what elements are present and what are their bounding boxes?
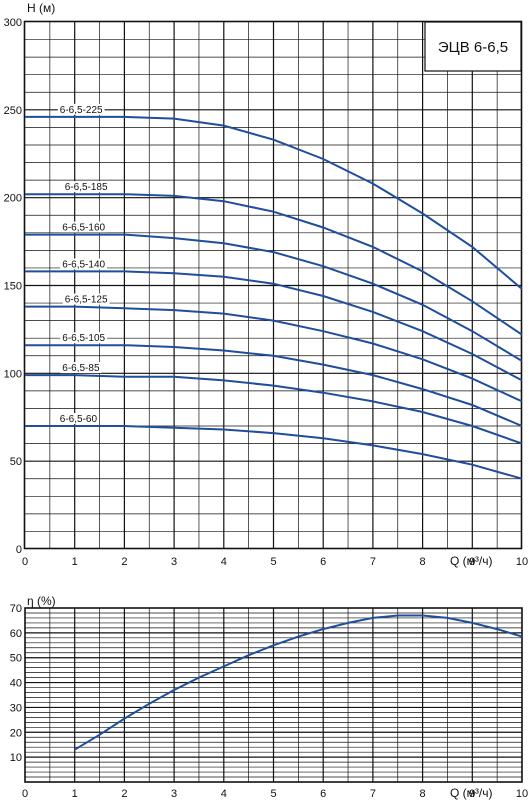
- x-tick-label: 4: [221, 788, 227, 800]
- y-tick-label: 250: [4, 105, 22, 117]
- x-tick-label: 7: [370, 788, 376, 800]
- head-chart-y-label: Н (м): [27, 1, 55, 15]
- x-tick-label: 5: [270, 556, 276, 568]
- y-tick-label: 0: [16, 544, 22, 556]
- chart-title-box: [424, 21, 522, 72]
- curve-6-6,5-105: [25, 344, 523, 427]
- y-tick-label: 100: [4, 368, 22, 380]
- curve-label: 6-6,5-225: [60, 105, 103, 116]
- curve-6-6,5-85: [25, 374, 523, 445]
- x-tick-label: 2: [121, 788, 127, 800]
- efficiency-chart-y-label: η (%): [27, 594, 56, 608]
- y-tick-label: 60: [10, 628, 22, 640]
- head-chart-curves: 6-6,5-225 6-6,5-185 6-6,5-160 6-6,5-140 6-6,…: [25, 103, 523, 480]
- curve-label: 6-6,5-60: [60, 414, 98, 425]
- y-tick-label: 30: [10, 702, 22, 714]
- y-tick-label: 50: [10, 653, 22, 665]
- x-tick-label: 2: [121, 556, 127, 568]
- chart-title: ЭЦВ 6-6,5: [438, 39, 508, 56]
- curve-label: 6-6,5-160: [62, 223, 105, 234]
- curve-label: 6-6,5-105: [62, 333, 105, 344]
- curve-label-bg: [62, 181, 110, 193]
- y-tick-label: 70: [10, 603, 22, 615]
- x-tick-label: 7: [370, 556, 376, 568]
- efficiency-chart: 0 1 2 3 4 5 6 7 8 9 10 10 20 30 40 50 60 70 η (%) Q (м³/…: [10, 594, 528, 800]
- curve-label: 6-6,5-125: [65, 295, 108, 306]
- curve-label: 6-6,5-185: [65, 182, 108, 193]
- curve-label: 6-6,5-85: [62, 363, 100, 374]
- head-chart-x-label: Q (м³/ч): [450, 554, 493, 568]
- curve-label-bg: [60, 221, 108, 233]
- x-tick-label: 6: [320, 788, 326, 800]
- efficiency-chart-grid: [25, 608, 522, 782]
- efficiency-chart-x-label: Q (м³/ч): [450, 786, 493, 800]
- curve-6-6,5-60: [25, 425, 523, 480]
- curve-label: 6-6,5-140: [62, 259, 105, 270]
- head-chart-x-ticks: 0 1 2 3 4 5 6 7 8 9 10: [22, 556, 528, 568]
- x-tick-label: 5: [270, 788, 276, 800]
- x-tick-label: 8: [420, 556, 426, 568]
- head-chart-y-ticks: 0 50 100 150 200 250 300: [4, 17, 22, 556]
- x-tick-label: 10: [516, 556, 528, 568]
- x-tick-label: 8: [420, 788, 426, 800]
- curve-6-6,5-185: [25, 193, 523, 336]
- x-tick-label: 0: [22, 788, 28, 800]
- efficiency-chart-x-ticks: 0 1 2 3 4 5 6 7 8 9 10: [22, 788, 528, 800]
- head-chart-grid: [25, 22, 522, 549]
- curve-label-bg: [60, 258, 108, 270]
- y-tick-label: 50: [10, 456, 22, 468]
- x-tick-label: 10: [516, 788, 528, 800]
- curve-label-bg: [57, 103, 105, 115]
- x-tick-label: 9: [469, 556, 475, 568]
- x-tick-label: 3: [171, 556, 177, 568]
- y-tick-label: 20: [10, 727, 22, 739]
- curve-6-6,5-225: [25, 115, 523, 290]
- curve-6-6,5-125: [25, 305, 523, 403]
- curve-efficiency: [74, 614, 523, 751]
- y-tick-label: 150: [4, 281, 22, 293]
- curve-label-bg: [57, 413, 100, 425]
- curve-label-bg: [60, 362, 102, 374]
- efficiency-chart-y-ticks: 10 20 30 40 50 60 70: [10, 603, 22, 764]
- curve-label-bg: [62, 293, 110, 305]
- x-tick-label: 0: [22, 556, 28, 568]
- x-tick-label: 3: [171, 788, 177, 800]
- x-tick-label: 4: [221, 556, 227, 568]
- x-tick-label: 1: [72, 788, 78, 800]
- efficiency-chart-frame: [24, 607, 523, 783]
- x-tick-label: 9: [469, 788, 475, 800]
- y-tick-label: 200: [4, 193, 22, 205]
- x-tick-label: 1: [72, 556, 78, 568]
- efficiency-chart-curves: [74, 614, 523, 751]
- head-chart-frame: [23, 20, 523, 550]
- curve-6-6,5-160: [25, 233, 523, 362]
- y-tick-label: 10: [10, 752, 22, 764]
- head-chart: 6-6,5-225 6-6,5-185 6-6,5-160 6-6,5-140 6-6,…: [4, 1, 528, 568]
- y-tick-label: 300: [4, 17, 22, 29]
- x-tick-label: 6: [320, 556, 326, 568]
- y-tick-label: 40: [10, 678, 22, 690]
- curve-6-6,5-140: [25, 270, 523, 382]
- curve-label-bg: [60, 332, 108, 344]
